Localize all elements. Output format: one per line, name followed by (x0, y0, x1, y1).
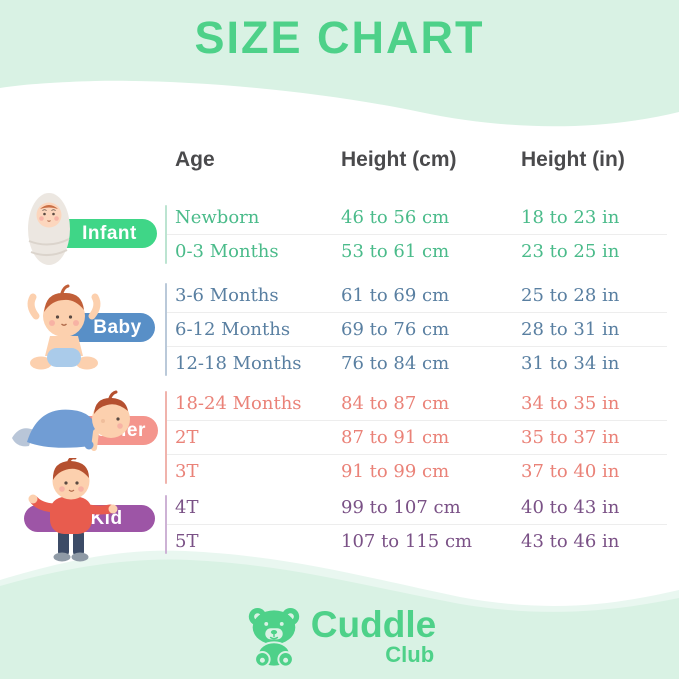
table-group-baby: 3-6 Months 61 to 69 cm 25 to 28 in 6-12 … (165, 279, 667, 380)
age-cell: 3-6 Months (175, 285, 279, 306)
height-cm-cell: 84 to 87 cm (341, 393, 450, 414)
height-cm-cell: 76 to 84 cm (341, 353, 450, 374)
table-row: 12-18 Months 76 to 84 cm 31 to 34 in (165, 346, 667, 380)
table-row: 18-24 Months 84 to 87 cm 34 to 35 in (165, 387, 667, 420)
group-label-infant: Infant (82, 222, 137, 244)
height-cm-cell: 61 to 69 cm (341, 285, 450, 306)
height-cm-cell: 53 to 61 cm (341, 241, 450, 262)
brand-subname: Club (385, 642, 435, 667)
brand-logo-text: Cuddle Club (311, 606, 436, 666)
table-group-infant: Newborn 46 to 56 cm 18 to 23 in 0-3 Mont… (165, 201, 667, 268)
height-in-cell: 31 to 34 in (521, 353, 620, 374)
header-height-cm: Height (cm) (341, 148, 457, 171)
crawling-toddler-illustration (12, 390, 130, 451)
height-cm-cell: 99 to 107 cm (341, 497, 461, 518)
age-cell: 12-18 Months (175, 353, 302, 374)
page-title: SIZE CHART (194, 12, 485, 63)
age-cell: 4T (175, 497, 199, 518)
table-row: 4T 99 to 107 cm 40 to 43 in (165, 491, 667, 524)
table-row: 6-12 Months 69 to 76 cm 28 to 31 in (165, 312, 667, 346)
height-in-cell: 23 to 25 in (521, 241, 620, 262)
height-in-cell: 28 to 31 in (521, 319, 620, 340)
height-in-cell: 25 to 28 in (521, 285, 620, 306)
height-in-cell: 18 to 23 in (521, 207, 620, 228)
height-in-cell: 35 to 37 in (521, 427, 620, 448)
table-header-row: Age Height (cm) Height (in) (165, 148, 677, 172)
height-in-cell: 37 to 40 in (521, 461, 620, 482)
table-group-kid: 4T 99 to 107 cm 40 to 43 in 5T 107 to 11… (165, 491, 667, 558)
height-cm-cell: 91 to 99 cm (341, 461, 450, 482)
table-row: 3T 91 to 99 cm 37 to 40 in (165, 454, 667, 488)
age-cell: 0-3 Months (175, 241, 279, 262)
age-cell: 6-12 Months (175, 319, 291, 340)
height-in-cell: 40 to 43 in (521, 497, 620, 518)
sitting-baby-illustration (27, 284, 101, 370)
brand-logo: Cuddle Club (0, 606, 679, 668)
table-row: Newborn 46 to 56 cm 18 to 23 in (165, 201, 667, 234)
table-row: 2T 87 to 91 cm 35 to 37 in (165, 420, 667, 454)
swaddled-infant-illustration (28, 193, 70, 265)
table-group-toddler: 18-24 Months 84 to 87 cm 34 to 35 in 2T … (165, 387, 667, 488)
brand-name: Cuddle (310, 604, 437, 645)
height-cm-cell: 87 to 91 cm (341, 427, 450, 448)
age-cell: 3T (175, 461, 199, 482)
teddy-bear-icon (248, 607, 299, 668)
header-height-in: Height (in) (521, 148, 625, 171)
table-row: 3-6 Months 61 to 69 cm 25 to 28 in (165, 279, 667, 312)
height-in-cell: 34 to 35 in (521, 393, 620, 414)
header-age: Age (175, 148, 215, 171)
top-wave-decoration (0, 0, 679, 127)
height-in-cell: 43 to 46 in (521, 531, 620, 552)
age-cell: 18-24 Months (175, 393, 302, 414)
age-cell: 5T (175, 531, 199, 552)
table-row: 0-3 Months 53 to 61 cm 23 to 25 in (165, 234, 667, 268)
standing-kid-illustration (28, 458, 118, 562)
age-cell: 2T (175, 427, 199, 448)
table-row: 5T 107 to 115 cm 43 to 46 in (165, 524, 667, 558)
height-cm-cell: 46 to 56 cm (341, 207, 450, 228)
group-label-baby: Baby (93, 316, 142, 338)
age-cell: Newborn (175, 207, 260, 228)
height-cm-cell: 69 to 76 cm (341, 319, 450, 340)
height-cm-cell: 107 to 115 cm (341, 531, 473, 552)
bottom-wave-decoration (0, 550, 679, 679)
